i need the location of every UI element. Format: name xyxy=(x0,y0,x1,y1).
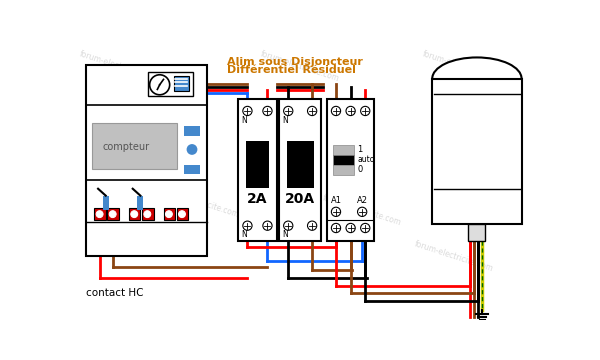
Text: N: N xyxy=(241,116,247,125)
Bar xyxy=(164,208,175,220)
Circle shape xyxy=(144,211,151,217)
Bar xyxy=(92,122,176,169)
Bar xyxy=(148,72,193,95)
Text: A2: A2 xyxy=(356,195,368,204)
Circle shape xyxy=(284,221,293,230)
Circle shape xyxy=(361,106,370,116)
Circle shape xyxy=(361,223,370,233)
Text: forum-electricite.com: forum-electricite.com xyxy=(413,239,494,274)
Bar xyxy=(184,165,200,174)
Circle shape xyxy=(243,221,252,230)
Text: Alim sous Disjoncteur: Alim sous Disjoncteur xyxy=(227,57,363,67)
Bar xyxy=(333,165,355,175)
Text: forum-electricite.com: forum-electricite.com xyxy=(78,49,160,84)
Text: N: N xyxy=(241,230,247,239)
Text: 20A: 20A xyxy=(285,192,315,206)
Circle shape xyxy=(331,223,341,233)
Text: forum-electricite.com: forum-electricite.com xyxy=(321,193,402,228)
Circle shape xyxy=(96,211,103,217)
Bar xyxy=(94,208,106,220)
Text: A1: A1 xyxy=(331,195,341,204)
Circle shape xyxy=(243,106,252,116)
Bar xyxy=(432,78,521,224)
Circle shape xyxy=(331,106,341,116)
Text: Différentiel Résiduel: Différentiel Résiduel xyxy=(227,65,356,75)
Text: 1: 1 xyxy=(358,145,363,154)
Text: forum-electricite.com: forum-electricite.com xyxy=(421,49,502,84)
Text: compteur: compteur xyxy=(103,142,150,152)
Circle shape xyxy=(109,211,116,217)
Circle shape xyxy=(263,106,272,116)
Ellipse shape xyxy=(432,58,521,100)
Circle shape xyxy=(284,106,293,116)
Circle shape xyxy=(149,75,170,95)
Circle shape xyxy=(358,207,367,216)
Bar xyxy=(103,195,109,210)
Bar xyxy=(327,99,374,241)
Bar xyxy=(86,65,208,256)
Circle shape xyxy=(263,221,272,230)
Bar xyxy=(279,99,322,241)
Circle shape xyxy=(166,211,172,217)
Circle shape xyxy=(331,207,341,216)
Bar xyxy=(246,141,269,188)
Bar xyxy=(184,126,200,136)
Circle shape xyxy=(346,106,355,116)
Text: auto: auto xyxy=(358,155,375,164)
Circle shape xyxy=(308,106,317,116)
Bar xyxy=(333,145,355,155)
Circle shape xyxy=(346,223,355,233)
Bar xyxy=(142,208,154,220)
Bar xyxy=(173,76,189,91)
Bar xyxy=(333,155,355,165)
Text: contact HC: contact HC xyxy=(86,288,143,298)
Text: N: N xyxy=(282,116,288,125)
Text: 0: 0 xyxy=(358,165,363,174)
Bar xyxy=(287,141,314,188)
Circle shape xyxy=(131,211,138,217)
Circle shape xyxy=(308,221,317,230)
Text: forum-electricite.com: forum-electricite.com xyxy=(259,49,340,84)
Circle shape xyxy=(179,211,185,217)
Bar xyxy=(238,99,277,241)
Bar xyxy=(129,208,140,220)
Bar xyxy=(469,224,485,241)
Bar xyxy=(176,208,188,220)
Bar xyxy=(107,208,119,220)
Text: forum-electricite.com: forum-electricite.com xyxy=(159,186,241,220)
Bar xyxy=(137,195,143,210)
Text: 2A: 2A xyxy=(247,192,268,206)
Text: N: N xyxy=(282,230,288,239)
Circle shape xyxy=(187,144,197,155)
